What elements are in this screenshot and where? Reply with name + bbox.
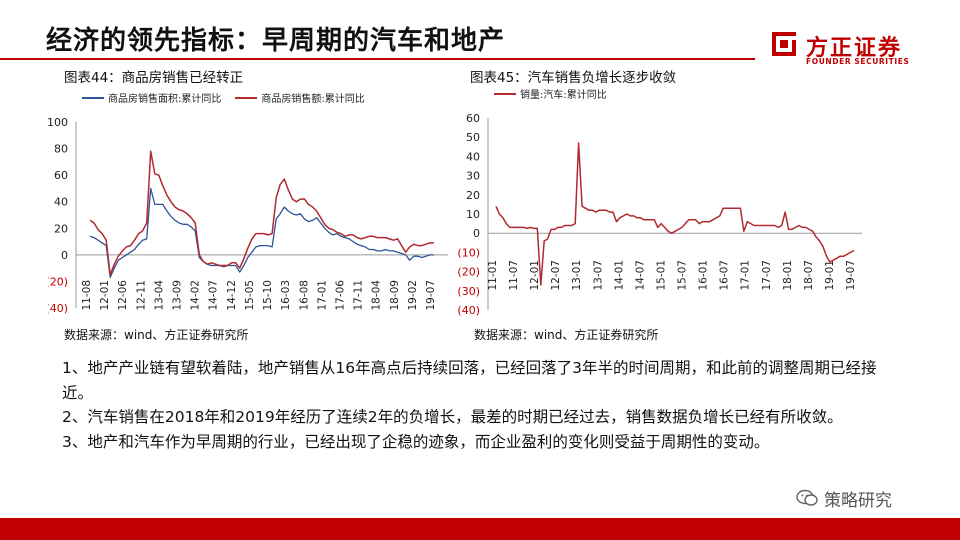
chart1-y-tick-label: 80 bbox=[54, 143, 68, 156]
chart1-legend-item-area: 商品房销售面积:累计同比 bbox=[82, 90, 221, 105]
footer-bar bbox=[0, 518, 960, 540]
chart2-x-tick-label: 19-01 bbox=[824, 260, 836, 291]
chart1-source: 数据来源：wind、方正证券研究所 bbox=[64, 328, 249, 342]
chart1-x-tick-label: 14-02 bbox=[190, 280, 202, 311]
chart1-x-tick-label: 17-01 bbox=[316, 280, 328, 311]
chart2-legend: 销量:汽车:累计同比 bbox=[494, 86, 621, 101]
chart1-x-tick-label: 13-04 bbox=[153, 280, 165, 311]
chart2-legend-item-auto: 销量:汽车:累计同比 bbox=[494, 86, 607, 101]
chart1-x-tick-label: 18-04 bbox=[371, 280, 383, 311]
chart1-series-1-line bbox=[89, 187, 434, 279]
chart2-x-tick-label: 11-01 bbox=[487, 260, 499, 291]
chart1-x-tick-label: 19-02 bbox=[407, 280, 419, 311]
chart2-y-tick-label: 40 bbox=[466, 150, 480, 163]
chart1-y-tick-label: (20) bbox=[48, 275, 68, 288]
chart2-y-tick-label: (40) bbox=[457, 304, 480, 317]
chart2-x-tick-label: 12-01 bbox=[529, 260, 541, 291]
chart1-legend-label-amount: 商品房销售额:累计同比 bbox=[261, 94, 365, 105]
wechat-icon bbox=[796, 489, 818, 506]
chart2-y-tick-label: 60 bbox=[466, 112, 480, 125]
chart1-legend-swatch-area bbox=[82, 96, 104, 99]
chart1-x-tick-label: 17-06 bbox=[334, 280, 346, 311]
chart1-x-tick-label: 13-09 bbox=[172, 280, 184, 311]
chart2-source: 数据来源：wind、方正证券研究所 bbox=[474, 328, 659, 342]
chart1-x-tick-label: 16-03 bbox=[280, 280, 292, 311]
chart1-x-tick-label: 15-05 bbox=[244, 280, 256, 311]
chart2-x-tick-label: 17-01 bbox=[740, 260, 752, 291]
chart1-y-tick-label: 100 bbox=[48, 116, 68, 129]
title-divider bbox=[0, 58, 755, 60]
chart2-y-tick-label: 0 bbox=[473, 227, 480, 240]
chart2-y-tick-label: (10) bbox=[457, 246, 480, 259]
chart2-x-tick-label: 16-07 bbox=[719, 260, 731, 291]
chart2-y-tick-label: 30 bbox=[466, 170, 480, 183]
chart2-plot: 60 50 40 30 20 10 0 (10) (20) (30) (40) 11-01 11-07 1… bbox=[457, 112, 862, 317]
commentary-point-2: 2、汽车销售在2018年和2019年经历了连续2年的负增长，最差的时期已经过去，… bbox=[62, 408, 843, 426]
brand-logo: 方正证券 FOUNDER SECURITIES bbox=[768, 28, 948, 68]
chart2-y-tick-label: 20 bbox=[466, 189, 480, 202]
chart1-legend: 商品房销售面积:累计同比 商品房销售额:累计同比 bbox=[82, 90, 379, 105]
commentary-point-3: 3、地产和汽车作为早周期的行业，已经出现了企稳的迹象，而企业盈利的变化则受益于周… bbox=[62, 432, 770, 451]
chart1-x-tick-label: 14-07 bbox=[208, 280, 220, 311]
watermark-text: 策略研究 bbox=[824, 490, 892, 511]
chart1-x-tick-label: 11-08 bbox=[81, 280, 93, 311]
chart1-x-tick-label: 15-10 bbox=[262, 280, 274, 311]
chart1-x-tick-label: 19-07 bbox=[425, 280, 437, 311]
chart1-plot: 100 80 60 40 20 0 (20) (40) 11-08 12-01 12-06 12-11… bbox=[48, 116, 448, 315]
chart2-x-tick-label: 18-01 bbox=[782, 260, 794, 291]
chart2-legend-label-auto: 销量:汽车:累计同比 bbox=[520, 90, 607, 101]
chart1-x-tick-label: 12-06 bbox=[117, 280, 129, 311]
chart1-legend-swatch-amount bbox=[235, 96, 258, 99]
page-title: 经济的领先指标：早周期的汽车和地产 bbox=[46, 26, 506, 56]
logo-subtitle: FOUNDER SECURITIES bbox=[806, 57, 910, 66]
chart1-y-tick-label: 40 bbox=[54, 196, 68, 209]
logo-mark-icon bbox=[772, 32, 796, 56]
chart2-x-tick-label: 12-07 bbox=[550, 260, 562, 291]
chart1-y-tick-label: (40) bbox=[48, 302, 68, 315]
chart1-x-tick-label: 17-11 bbox=[353, 280, 365, 311]
chart2-x-tick-label: 14-07 bbox=[634, 260, 646, 291]
commentary-point-1: 1、地产产业链有望软着陆，地产销售从16年高点后持续回落，已经回落了3年半的时间… bbox=[62, 359, 877, 402]
chart2-x-tick-label: 11-07 bbox=[508, 260, 520, 291]
chart2-y-tick-label: (20) bbox=[457, 266, 480, 279]
chart1-x-tick-label: 12-11 bbox=[135, 280, 147, 311]
chart1-series-2-line bbox=[89, 150, 434, 276]
chart2-title: 图表45：汽车销售负增长逐步收敛 bbox=[470, 70, 677, 86]
chart2-x-tick-label: 16-01 bbox=[698, 260, 710, 291]
chart1-y-tick-label: 60 bbox=[54, 169, 68, 182]
chart2-y-tick-label: 10 bbox=[466, 208, 480, 221]
chart1-legend-item-amount: 商品房销售额:累计同比 bbox=[235, 90, 365, 105]
chart2-x-tick-label: 14-01 bbox=[613, 260, 625, 291]
chart1-title: 图表44：商品房销售已经转正 bbox=[64, 70, 244, 86]
chart2-legend-swatch-auto bbox=[494, 92, 516, 95]
chart2-x-tick-label: 13-01 bbox=[571, 260, 583, 291]
chart2-x-tick-label: 17-07 bbox=[761, 260, 773, 291]
chart2-x-tick-label: 19-07 bbox=[845, 260, 857, 291]
chart2-x-tick-label: 15-01 bbox=[655, 260, 667, 291]
watermark: 策略研究 bbox=[796, 486, 946, 511]
chart2-x-tick-label: 13-07 bbox=[592, 260, 604, 291]
chart2-series-1-line bbox=[495, 142, 855, 286]
chart1-y-tick-label: 20 bbox=[54, 222, 68, 235]
chart1-y-tick-label: 0 bbox=[61, 249, 68, 262]
chart2-x-tick-label: 15-07 bbox=[677, 260, 689, 291]
chart1-x-tick-label: 18-09 bbox=[389, 280, 401, 311]
chart1-x-tick-label: 12-01 bbox=[99, 280, 111, 311]
chart1-legend-label-area: 商品房销售面积:累计同比 bbox=[108, 94, 222, 105]
commentary: 1、地产产业链有望软着陆，地产销售从16年高点后持续回落，已经回落了3年半的时间… bbox=[62, 356, 882, 454]
chart2-x-tick-label: 18-07 bbox=[803, 260, 815, 291]
logo-text: 方正证券 bbox=[806, 36, 903, 61]
chart1-x-tick-label: 14-12 bbox=[226, 280, 238, 311]
chart2-y-tick-label: 50 bbox=[466, 131, 480, 144]
chart1-x-tick-label: 16-08 bbox=[298, 280, 310, 311]
chart2-y-tick-label: (30) bbox=[457, 285, 480, 298]
